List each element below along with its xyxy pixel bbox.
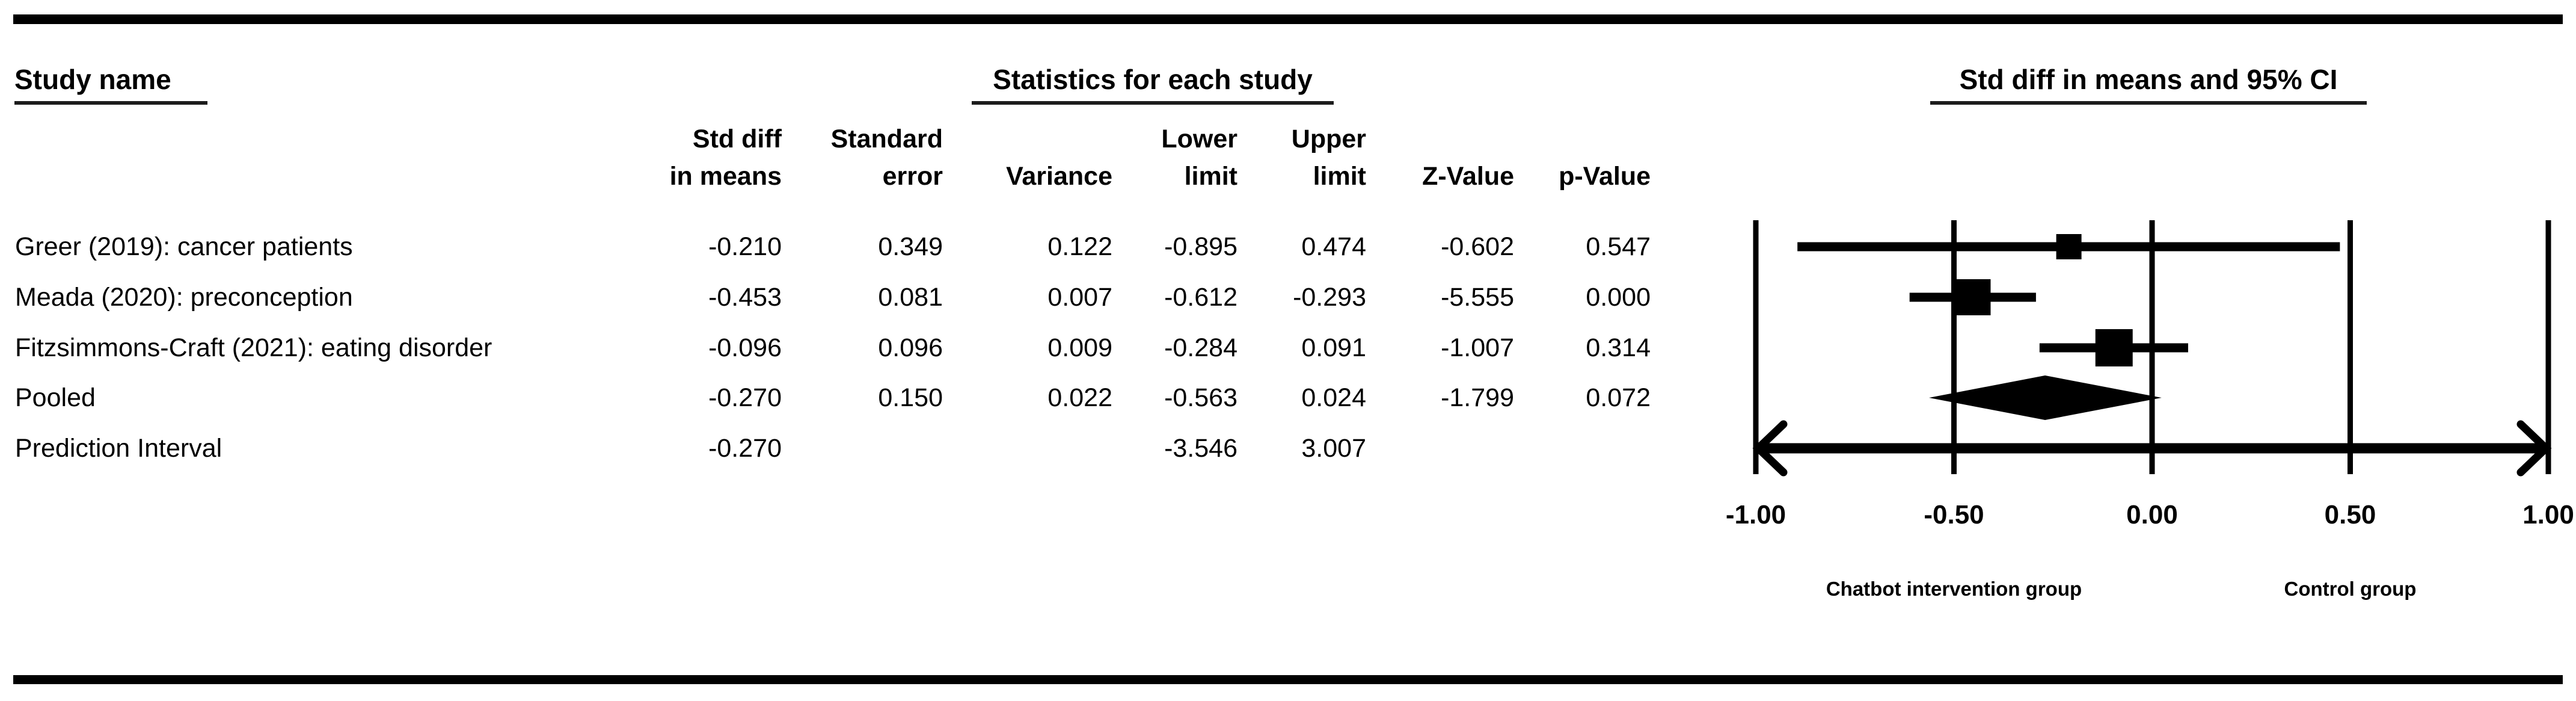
stat-value: 0.007 [1047,283,1112,312]
study-name: Meada (2020): preconception [15,283,353,312]
stat-value: 0.096 [878,333,943,362]
column-header-line: Upper [1291,125,1366,153]
point-estimate-square [2056,234,2082,259]
stat-value: 0.474 [1301,232,1366,261]
column-header-line: error [882,162,943,191]
column-header: Std diff in means [670,118,782,195]
point-estimate-square [1954,279,1991,315]
column-header: p-Value [1559,118,1651,195]
stat-value: -0.612 [1164,283,1237,312]
stat-value: -0.270 [708,434,782,463]
statistics-heading: Statistics for each study [972,63,1334,105]
study-name: Greer (2019): cancer patients [15,232,353,261]
stat-value: 0.081 [878,283,943,312]
pooled-diamond [1928,375,2162,420]
bottom-border-rule [13,675,2563,684]
x-tick-label: -1.00 [1725,500,1786,530]
stat-value: -0.270 [708,383,782,412]
column-header: Upper limit [1292,118,1366,195]
right-arrowhead [2516,420,2552,477]
stat-value: -0.602 [1441,232,1514,261]
stat-value: 0.122 [1047,232,1112,261]
stat-value: -3.546 [1164,434,1237,463]
column-header-line: Lower [1161,125,1237,153]
stat-value: -0.293 [1293,283,1366,312]
column-header-line: limit [1184,162,1237,191]
study-name-heading: Study name [14,63,207,105]
left-arrowhead [1752,420,1788,477]
stat-value: -5.555 [1441,283,1514,312]
stat-value: 0.022 [1047,383,1112,412]
column-header-line: Variance [1006,162,1112,191]
stat-value: 0.000 [1586,283,1651,312]
point-estimate-square [2095,329,2133,366]
stat-value: 0.009 [1047,333,1112,362]
column-header-line: Standard [830,125,943,153]
stat-value: -0.284 [1164,333,1237,362]
column-header-line: Std diff [692,125,782,153]
x-tick-label: -0.50 [1924,500,1984,530]
top-border-rule [13,14,2563,24]
stat-value: 0.024 [1301,383,1366,412]
study-name: Pooled [15,383,96,412]
column-header: Variance [1006,118,1112,195]
x-tick-label: 0.50 [2324,500,2376,530]
study-name: Prediction Interval [15,434,222,463]
column-header: Lower limit [1161,118,1237,195]
column-header-line: Z-Value [1422,162,1514,191]
stat-value: 0.547 [1586,232,1651,261]
study-name: Fitzsimmons-Craft (2021): eating disorde… [15,333,492,362]
column-header-line: in means [669,162,782,191]
stat-value: -0.210 [708,232,782,261]
x-tick-label: 1.00 [2522,500,2574,530]
right-group-label: Control group [2284,578,2417,600]
stat-value: 3.007 [1301,434,1366,463]
column-header-line: p-Value [1559,162,1651,191]
stat-value: 0.150 [878,383,943,412]
stat-value: -1.799 [1441,383,1514,412]
stat-value: -0.453 [708,283,782,312]
stat-value: 0.314 [1586,333,1651,362]
stat-value: 0.091 [1301,333,1366,362]
stat-value: 0.072 [1586,383,1651,412]
stat-value: 0.349 [878,232,943,261]
column-header-line: limit [1313,162,1366,191]
column-header: Z-Value [1422,118,1514,195]
stat-value: -0.563 [1164,383,1237,412]
column-header: Standard error [831,118,943,195]
plot-title: Std diff in means and 95% CI [1930,63,2367,105]
stat-value: -1.007 [1441,333,1514,362]
stat-value: -0.096 [708,333,782,362]
x-tick-label: 0.00 [2126,500,2178,530]
stat-value: -0.895 [1164,232,1237,261]
left-group-label: Chatbot intervention group [1826,578,2082,600]
